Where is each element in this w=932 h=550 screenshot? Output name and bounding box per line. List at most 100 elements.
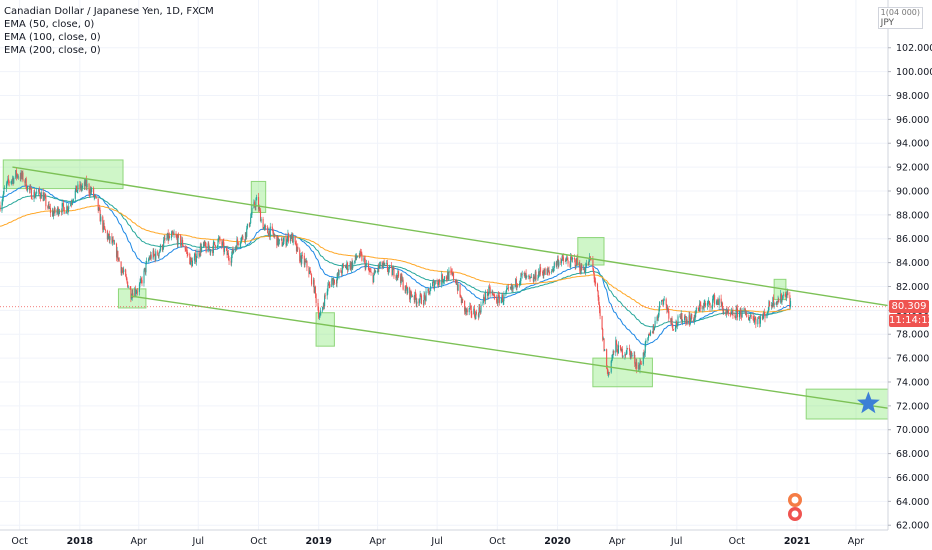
candle-body [572,258,574,260]
candle [303,252,305,268]
candle [102,220,104,233]
candle-body [58,212,60,215]
candle [533,273,535,283]
candle-body [474,316,476,320]
candle-body [191,260,193,267]
candle [420,293,423,305]
candle [43,192,46,201]
candle [167,229,169,244]
candle [690,312,692,320]
candle [604,349,606,352]
candle [505,290,507,297]
candle-body [532,276,534,282]
legend-ema-200[interactable]: EMA (200, close, 0) [4,45,101,56]
candle-body [167,232,169,238]
candle-body [332,278,334,285]
time-tick-label-6: Apr [369,536,386,547]
candle [693,314,695,325]
candle [369,267,371,273]
candle [460,295,462,306]
candle [375,270,377,274]
candle [388,264,390,273]
candle-body [645,340,647,343]
candle [727,309,729,314]
time-tick-label-7: Jul [430,536,442,547]
candle-body [34,192,36,198]
candle [292,232,294,243]
candle-body [345,265,347,268]
candle-body [424,296,426,301]
axis-unit-label[interactable]: 1(04 000) JPY [877,7,923,29]
candle [430,283,432,292]
candle [688,311,690,326]
candle-body [51,211,53,213]
candle-body [10,181,12,184]
candle [185,245,188,255]
candle-body [753,320,755,323]
candle [583,266,585,274]
candle-body [514,285,516,287]
candle-body [391,267,393,276]
candle [725,307,727,318]
target-star-marker[interactable] [857,391,880,414]
candle-body [530,276,532,278]
trendline[interactable] [12,166,889,307]
candle [273,230,275,238]
candle [579,259,581,275]
candle-body [134,288,137,294]
price-tick-label-3: 68.000 [896,449,929,460]
candle-body [443,276,445,281]
candle [731,309,733,316]
candle-body [401,274,403,281]
candle-body [674,328,676,330]
symbol-title[interactable]: Canadian Dollar / Japanese Yen, 1D, FXCM [4,6,214,17]
candle [359,250,361,259]
candle-body [649,331,652,336]
grid-lines [0,0,888,530]
candle [754,315,756,325]
candle [88,182,90,197]
candle-body [410,290,412,295]
time-axis[interactable]: Oct 2018 Apr Jul Oct 2019 Apr Jul Oct 2020 Apr Jul O… [0,529,932,550]
legend-ema-50[interactable]: EMA (50, close, 0) [4,19,95,30]
candle-body [171,232,173,234]
legend-ema-100[interactable]: EMA (100, close, 0) [4,32,101,43]
price-axis[interactable]: 62.00064.00066.00068.00070.00072.00074.0… [887,0,932,550]
tradingview-logo-icon[interactable] [788,493,802,521]
candle [256,194,258,201]
trendlines[interactable] [12,166,889,409]
candle-body [672,329,674,331]
candle [477,312,479,321]
candle [273,232,275,238]
candle [180,234,182,248]
candle-body [218,238,220,240]
candle [278,239,281,245]
candle [11,179,13,186]
candle-body [505,289,508,292]
candle-body [70,203,72,205]
candle [492,290,494,296]
candle-body [282,245,284,247]
candle [138,282,140,296]
candle-body [666,307,669,311]
candle-body [377,271,379,272]
candle [594,277,597,287]
candle-body [581,265,583,271]
candle-body [257,197,260,210]
candle [506,288,508,290]
candle-body [762,316,764,319]
candle [324,293,326,309]
trendline[interactable] [130,295,889,409]
candle-body [132,293,134,298]
candle-body [652,327,654,333]
candle-body [200,246,202,252]
candle-body [734,315,736,317]
candle-body [439,281,441,285]
candle-body [566,258,568,260]
candle-body [328,283,330,285]
star-icon[interactable] [857,391,880,414]
candle-body [131,297,133,299]
candle-body [162,247,164,250]
candle-body [585,266,587,272]
